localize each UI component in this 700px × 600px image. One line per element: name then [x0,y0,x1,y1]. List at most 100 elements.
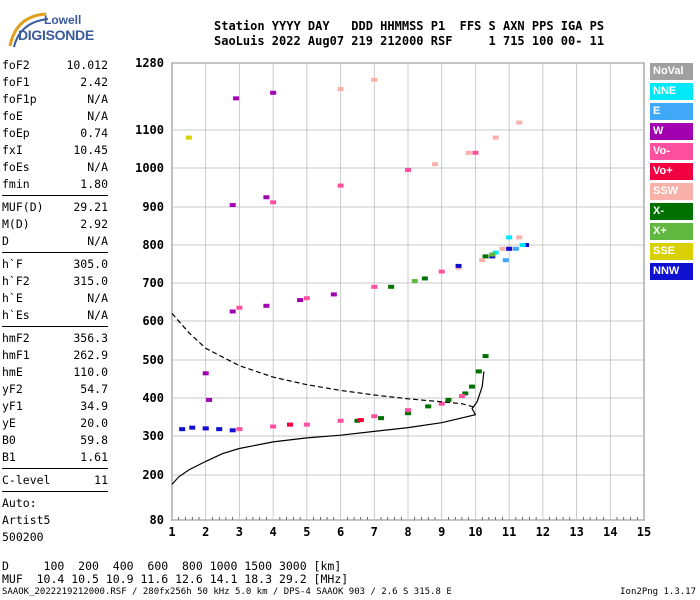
y-tick-label: 80 [150,513,164,527]
trace-point-w [297,298,304,303]
trace-point-e [502,258,509,263]
trace-point-w [270,90,277,95]
trace-point-w [330,292,337,297]
legend-item-nne: NNE [650,83,693,100]
params-divider [2,195,108,196]
file-info-footer: SAAOK_2022219212000.RSF / 280fx256h 50 k… [2,587,452,597]
trace-point-vo [438,401,445,406]
x-tick-label: 10 [468,525,482,539]
param-key: yF1 [2,399,23,413]
confidence-level-row: C-level 11 [2,472,108,489]
trace-point-w [263,303,270,308]
trace-point-vo [458,394,465,399]
param-value: 315.0 [73,274,108,288]
legend-item-noval: NoVal [650,63,693,80]
param-key: h`F2 [2,274,30,288]
param-row: h`Es N/A [2,307,108,324]
param-row: fxI 10.45 [2,142,108,159]
param-key: foEs [2,160,30,174]
param-row: hmF1 262.9 [2,347,108,364]
trace-point-nnw [455,263,462,268]
param-value: 262.9 [73,348,108,362]
param-key: foE [2,109,23,123]
param-value: 34.9 [80,399,108,413]
trace-point-sse [185,135,192,140]
profile-curve-profile [171,371,485,485]
param-key: foEp [2,126,30,140]
param-key: C-level [2,473,51,487]
param-row: hmE 110.0 [2,364,108,381]
profile-curve-extrapolated [171,313,476,409]
param-key: h`F [2,257,23,271]
trace-point-x [405,411,411,416]
param-key: hmF1 [2,348,30,362]
trace-point-ssw [492,135,499,140]
param-row: foEp 0.74 [2,125,108,142]
x-tick-label: 2 [202,525,209,539]
trace-point-vo [337,183,344,188]
param-key: M(D) [2,217,30,231]
trace-point-vo [337,418,344,423]
trace-point-ssw [371,77,378,82]
param-key: hmF2 [2,331,30,345]
param-key: yE [2,416,16,430]
trace-point-vo [438,269,445,274]
trace-point-vo [357,418,364,423]
muf-table: D 100 200 400 600 800 1000 1500 3000 [km… [2,560,348,586]
distance-row: D 100 200 400 600 800 1000 1500 3000 [km… [2,559,342,573]
trace-point-nne [519,243,526,247]
y-tick-label: 700 [142,276,164,290]
params-divider [2,491,108,492]
param-row: yE 20.0 [2,415,108,432]
trace-point-x [469,384,476,389]
logo-text-digisonde: DIGISONDE [18,27,94,43]
trace-point-vo [472,150,479,155]
trace-point-nnw [179,427,186,432]
trace-point-w [229,203,236,208]
param-row: foEs N/A [2,159,108,176]
param-row: h`E N/A [2,290,108,307]
trace-point-x [482,354,489,359]
params-group-muf: MUF(D) 29.21 M(D) 2.92 D N/A [2,199,108,250]
trace-point-x [425,404,432,409]
legend-item-x-plus: X+ [650,223,693,240]
trace-point-nne [506,235,513,240]
param-row: h`F 305.0 [2,256,108,273]
legend-item-vo-plus: Vo+ [650,163,693,180]
trace-point-vo [303,422,310,427]
param-row: MUF(D) 29.21 [2,199,108,216]
trace-point-vo [405,167,411,172]
trace-point-nnw [506,246,513,251]
trace-point-nnw [202,426,209,431]
header-values: SaoLuis 2022 Aug07 219 212000 RSF 1 715 … [214,34,605,48]
legend-item-w: W [650,123,693,140]
y-tick-label: 1000 [135,161,164,175]
x-tick-label: 1 [168,525,175,539]
trace-point-ssw [499,246,506,251]
param-value: 59.8 [80,433,108,447]
autoscaling-program: Artist5 [2,513,51,527]
param-value: N/A [87,308,108,322]
trace-point-w [263,195,270,200]
trace-point-x [475,369,482,374]
param-key: hmE [2,365,23,379]
param-row: foF2 10.012 [2,57,108,74]
doppler-legend: NoVal NNE E W Vo- Vo+ SSW X- X+ SSE NNW [650,63,693,283]
logo-text-lowell: Lowell [44,13,82,27]
trace-point-ssw [516,120,523,125]
trace-point-vo [371,414,378,419]
param-key: foF1 [2,75,30,89]
trace-point-vo [236,305,243,310]
param-row: M(D) 2.92 [2,216,108,233]
param-key: fmin [2,177,30,191]
legend-item-ssw: SSW [650,183,693,200]
trace-point-x [378,416,385,421]
x-tick-label: 6 [337,525,344,539]
autoscaling-label: Auto: [2,496,37,510]
param-row: h`F2 315.0 [2,273,108,290]
trace-point-vo [236,427,243,432]
x-tick-label: 13 [569,525,583,539]
y-tick-label: 300 [142,429,164,443]
param-row: yF2 54.7 [2,381,108,398]
